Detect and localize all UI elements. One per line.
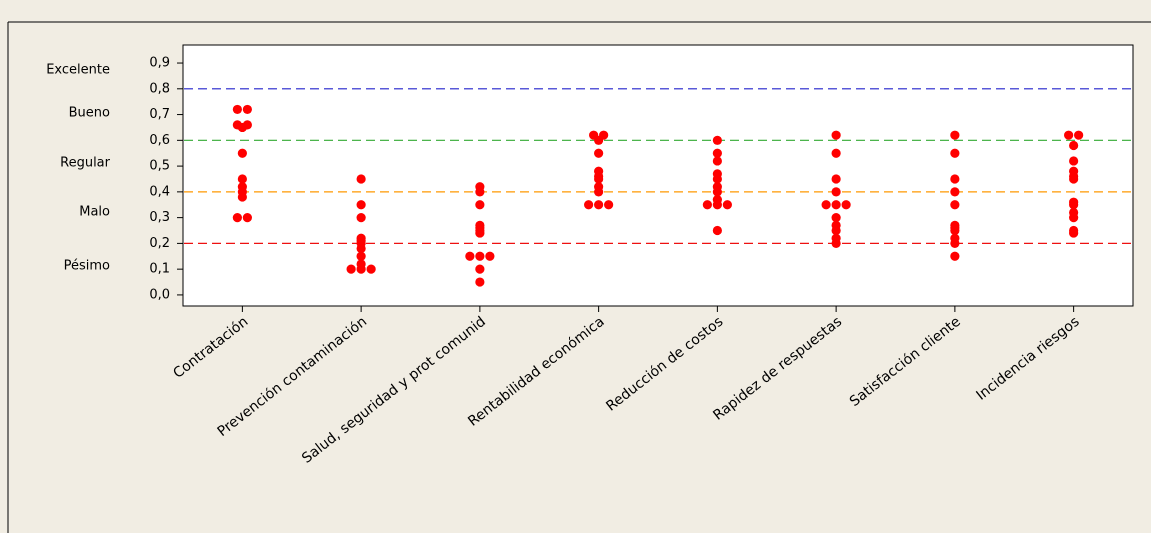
data-point <box>831 187 841 197</box>
data-point <box>712 156 722 166</box>
data-point <box>232 213 242 223</box>
data-point <box>950 174 960 184</box>
data-point <box>356 264 366 274</box>
data-point <box>831 213 841 223</box>
data-point <box>356 213 366 223</box>
x-tick-label: Rapidez de respuestas <box>710 314 845 424</box>
x-tick-label: Incidencia riesgos <box>973 314 1082 404</box>
y-tick-label: 0,9 <box>149 56 170 71</box>
rating-label: Excelente <box>46 62 110 77</box>
data-point <box>950 200 960 210</box>
rating-label: Bueno <box>69 106 110 121</box>
x-tick-label: Salud, seguridad y prot comunid <box>299 314 489 467</box>
x-tick-label: Reducción de costos <box>603 314 726 415</box>
data-point <box>712 135 722 145</box>
data-point <box>356 200 366 210</box>
data-point <box>712 187 722 197</box>
data-point <box>475 251 485 261</box>
y-tick-label: 0,1 <box>149 262 170 277</box>
data-point <box>475 228 485 238</box>
x-tick-label: Contratación <box>170 314 251 382</box>
data-point <box>702 200 712 210</box>
data-point <box>712 174 722 184</box>
data-point <box>1069 174 1079 184</box>
data-point <box>712 148 722 158</box>
data-point <box>485 251 495 261</box>
y-tick-label: 0,8 <box>149 81 170 96</box>
data-point <box>242 104 252 115</box>
y-tick-label: 0,5 <box>149 159 170 174</box>
data-point <box>237 174 247 184</box>
data-point <box>242 213 252 223</box>
data-point <box>594 174 604 184</box>
data-point <box>604 200 614 210</box>
data-point <box>831 130 841 140</box>
data-point <box>950 187 960 197</box>
data-point <box>475 277 485 287</box>
data-point <box>950 225 960 236</box>
data-point <box>821 200 831 210</box>
y-tick-label: 0,7 <box>149 107 170 122</box>
data-point <box>831 174 841 184</box>
data-point <box>356 251 366 261</box>
data-point <box>831 238 841 248</box>
rating-label: Regular <box>60 156 111 171</box>
data-point <box>346 264 356 274</box>
rating-label: Pésimo <box>64 258 110 273</box>
data-point <box>366 264 376 274</box>
data-point <box>1069 140 1079 151</box>
data-point <box>1069 213 1079 223</box>
data-point <box>237 122 247 133</box>
data-point <box>831 225 841 236</box>
data-point <box>1074 130 1084 140</box>
data-point <box>237 192 247 202</box>
y-tick-label: 0,2 <box>149 236 170 251</box>
y-tick-label: 0,0 <box>149 287 170 302</box>
data-point <box>712 225 722 236</box>
data-point <box>1069 200 1079 210</box>
data-point <box>950 148 960 158</box>
data-point <box>1069 228 1079 238</box>
data-point <box>1069 156 1079 166</box>
y-tick-label: 0,6 <box>149 133 170 148</box>
data-point <box>475 187 485 197</box>
data-point <box>1064 130 1074 140</box>
data-point <box>594 148 604 158</box>
y-tick-label: 0,4 <box>149 184 170 199</box>
data-point <box>712 200 722 210</box>
y-tick-label: 0,3 <box>149 210 170 225</box>
data-point <box>841 200 851 210</box>
data-point <box>584 200 594 210</box>
plot-area <box>182 44 1134 307</box>
data-point <box>722 200 732 210</box>
data-point <box>232 104 242 115</box>
x-tick-label: Satisfacción cliente <box>847 314 964 410</box>
data-point <box>475 200 485 210</box>
data-point <box>950 130 960 140</box>
data-point <box>831 200 841 210</box>
data-point <box>594 200 604 210</box>
x-tick-label: Rentabilidad económica <box>465 314 607 430</box>
data-point <box>594 187 604 197</box>
data-point <box>831 148 841 158</box>
data-point <box>594 135 604 145</box>
data-point <box>475 264 485 274</box>
data-point <box>237 148 247 158</box>
data-point <box>465 251 475 261</box>
data-point <box>950 238 960 248</box>
data-point <box>356 243 366 254</box>
data-point <box>950 251 960 261</box>
data-point <box>356 174 366 184</box>
rating-label: Malo <box>79 204 110 219</box>
